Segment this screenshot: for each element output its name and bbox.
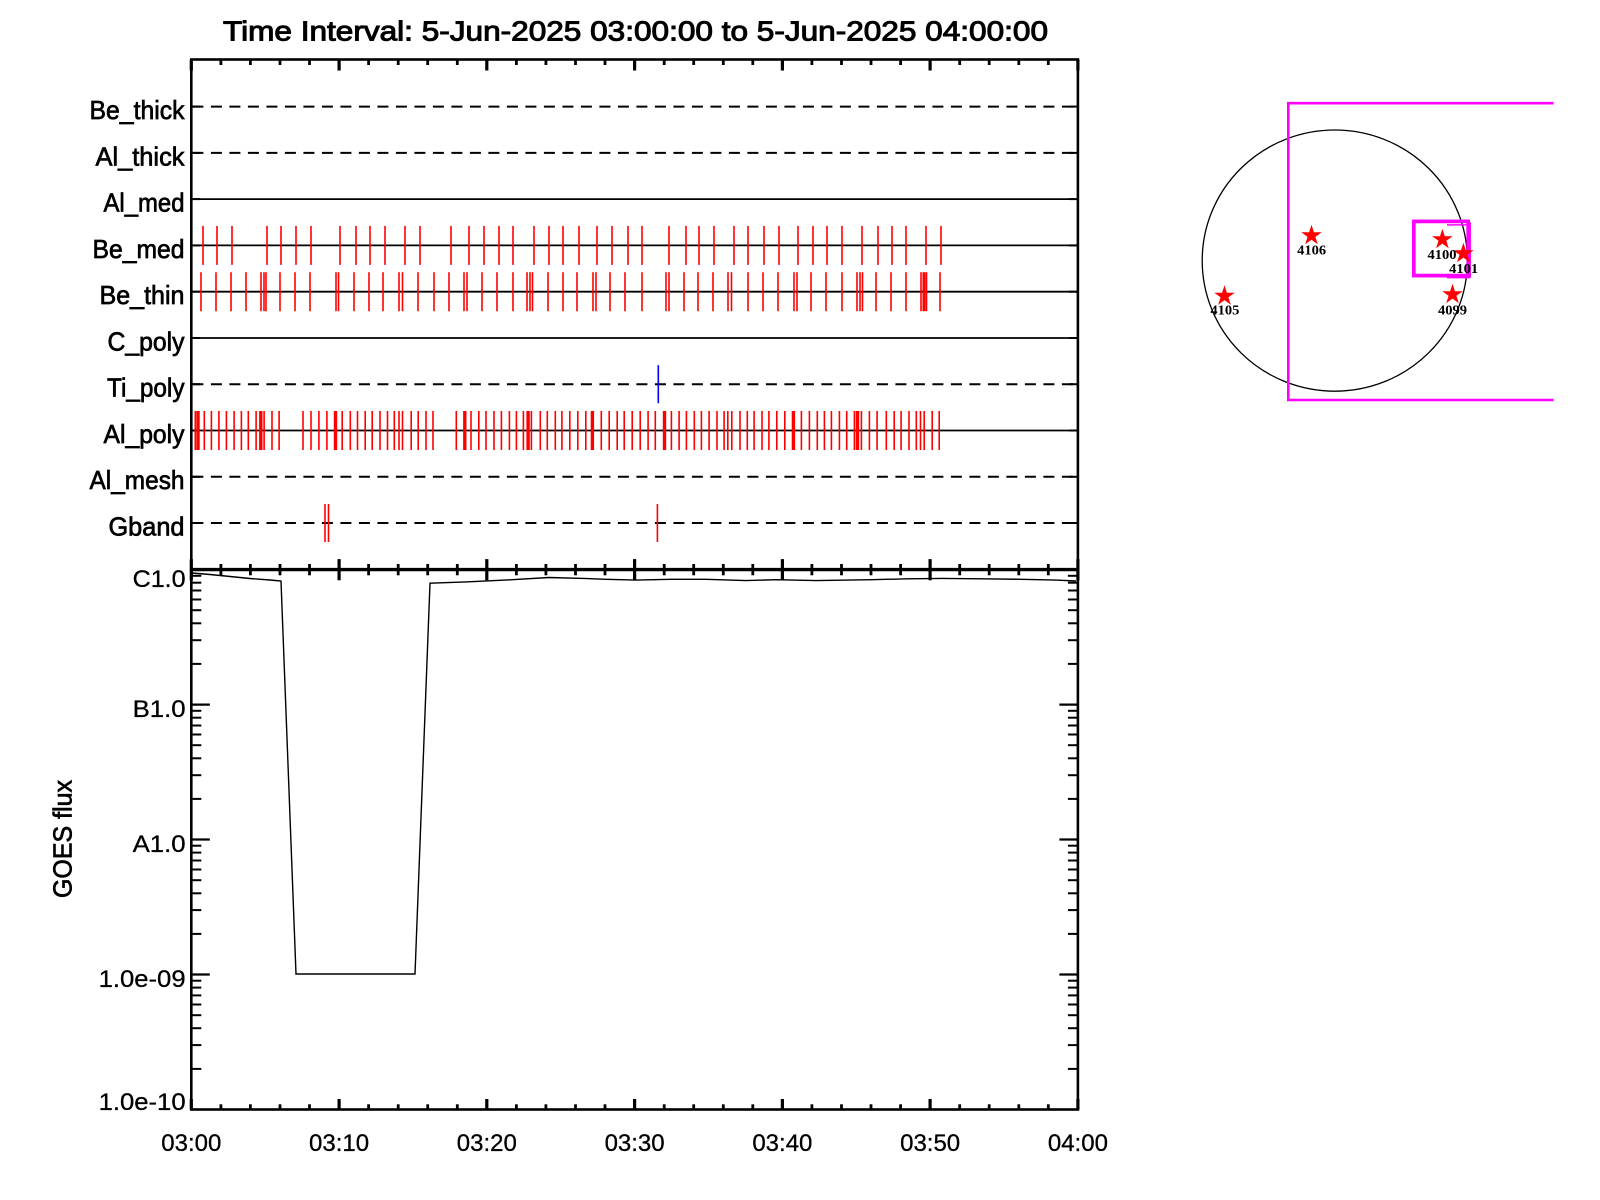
svg-text:4105: 4105 — [1210, 303, 1239, 318]
svg-text:03:40: 03:40 — [752, 1130, 812, 1157]
svg-text:Be_thin: Be_thin — [100, 280, 185, 310]
svg-text:03:50: 03:50 — [900, 1130, 960, 1157]
svg-text:A1.0: A1.0 — [133, 831, 186, 858]
svg-text:03:20: 03:20 — [457, 1130, 517, 1157]
svg-text:1.0e-10: 1.0e-10 — [99, 1089, 186, 1116]
svg-text:Al_med: Al_med — [104, 188, 185, 218]
svg-text:04:00: 04:00 — [1048, 1130, 1108, 1157]
svg-text:Gband: Gband — [109, 511, 185, 541]
svg-text:Al_thick: Al_thick — [96, 141, 186, 171]
svg-text:Al_poly: Al_poly — [104, 419, 185, 449]
svg-text:03:30: 03:30 — [605, 1130, 665, 1157]
svg-text:C_poly: C_poly — [108, 326, 185, 356]
svg-text:Ti_poly: Ti_poly — [107, 373, 185, 403]
svg-text:03:10: 03:10 — [309, 1130, 369, 1157]
svg-text:Be_med: Be_med — [93, 234, 185, 264]
svg-text:Be_thick: Be_thick — [90, 95, 186, 125]
svg-text:Al_mesh: Al_mesh — [90, 465, 185, 495]
svg-text:4106: 4106 — [1297, 242, 1326, 257]
svg-text:4101: 4101 — [1449, 261, 1478, 276]
svg-text:C1.0: C1.0 — [133, 566, 186, 593]
svg-text:4100: 4100 — [1428, 247, 1457, 262]
svg-text:Time Interval: 5-Jun-2025 03:: Time Interval: 5-Jun-2025 03:00:00 to 5-… — [223, 15, 1048, 46]
svg-text:B1.0: B1.0 — [133, 696, 186, 723]
svg-text:03:00: 03:00 — [161, 1130, 221, 1157]
svg-text:1.0e-09: 1.0e-09 — [99, 966, 186, 993]
svg-text:GOES flux: GOES flux — [48, 780, 78, 898]
svg-text:4099: 4099 — [1438, 302, 1467, 317]
